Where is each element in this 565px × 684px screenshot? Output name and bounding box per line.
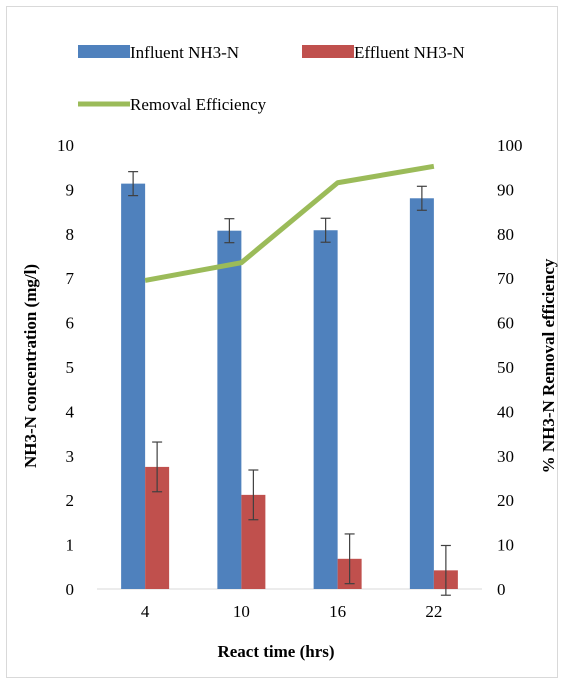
legend-label-influent: Influent NH3-N (130, 43, 239, 62)
bar-influent (409, 198, 434, 589)
y-tick-label: 2 (66, 491, 75, 510)
y-tick-label: 6 (66, 314, 75, 333)
y2-tick-label: 0 (497, 580, 506, 599)
y-tick-label: 7 (66, 269, 75, 288)
y-tick-label: 8 (66, 225, 75, 244)
chart-frame (6, 6, 558, 678)
error-bar (344, 533, 355, 585)
legend-label-removal: Removal Efficiency (130, 95, 267, 114)
x-tick-label: 16 (329, 602, 346, 621)
y-tick-label: 9 (66, 180, 75, 199)
y2-tick-label: 10 (497, 536, 514, 555)
x-tick-label: 22 (425, 602, 442, 621)
y-tick-label: 4 (66, 402, 75, 421)
error-bar (416, 185, 427, 211)
error-bar (440, 544, 451, 596)
y-axis-ticks: 0 1 2 3 4 5 6 7 8 9 10 (57, 136, 75, 599)
x-tick-label: 10 (233, 602, 250, 621)
y2-tick-label: 50 (497, 358, 514, 377)
x-axis-ticks: 4 10 16 22 (141, 602, 443, 621)
y2-axis-ticks: 0 10 20 30 40 50 60 70 80 90 100 (497, 136, 523, 599)
y-axis-title: NH3-N concentration (mg/l) (21, 264, 40, 468)
legend: Influent NH3-N Effluent NH3-N Removal Ef… (78, 43, 465, 114)
y2-tick-label: 80 (497, 225, 514, 244)
y2-tick-label: 30 (497, 447, 514, 466)
y2-axis-title: % NH3-N Removal efficiency (539, 258, 558, 473)
x-tick-label: 4 (141, 602, 150, 621)
x-axis-title: React time (hrs) (217, 642, 334, 661)
y-tick-label: 1 (66, 536, 75, 555)
bar-influent (313, 230, 338, 590)
removal-efficiency-line (144, 163, 435, 283)
bar-influent (121, 183, 146, 590)
legend-swatch-influent (78, 45, 130, 58)
y2-tick-label: 20 (497, 491, 514, 510)
y2-tick-label: 100 (497, 136, 523, 155)
y-tick-label: 10 (57, 136, 74, 155)
bars (121, 183, 458, 590)
y-tick-label: 5 (66, 358, 75, 377)
error-bar (248, 469, 259, 521)
error-bar (224, 218, 235, 244)
y2-tick-label: 90 (497, 180, 514, 199)
legend-swatch-effluent (302, 45, 354, 58)
y2-tick-label: 60 (497, 314, 514, 333)
y2-tick-label: 40 (497, 402, 514, 421)
error-bar (128, 171, 139, 197)
error-bars (128, 171, 451, 596)
y-tick-label: 3 (66, 447, 75, 466)
legend-label-effluent: Effluent NH3-N (354, 43, 465, 62)
y2-tick-label: 70 (497, 269, 514, 288)
y-tick-label: 0 (66, 580, 75, 599)
line-series (144, 163, 435, 283)
bar-influent (217, 230, 242, 589)
error-bar (152, 441, 163, 493)
error-bar (320, 217, 331, 243)
